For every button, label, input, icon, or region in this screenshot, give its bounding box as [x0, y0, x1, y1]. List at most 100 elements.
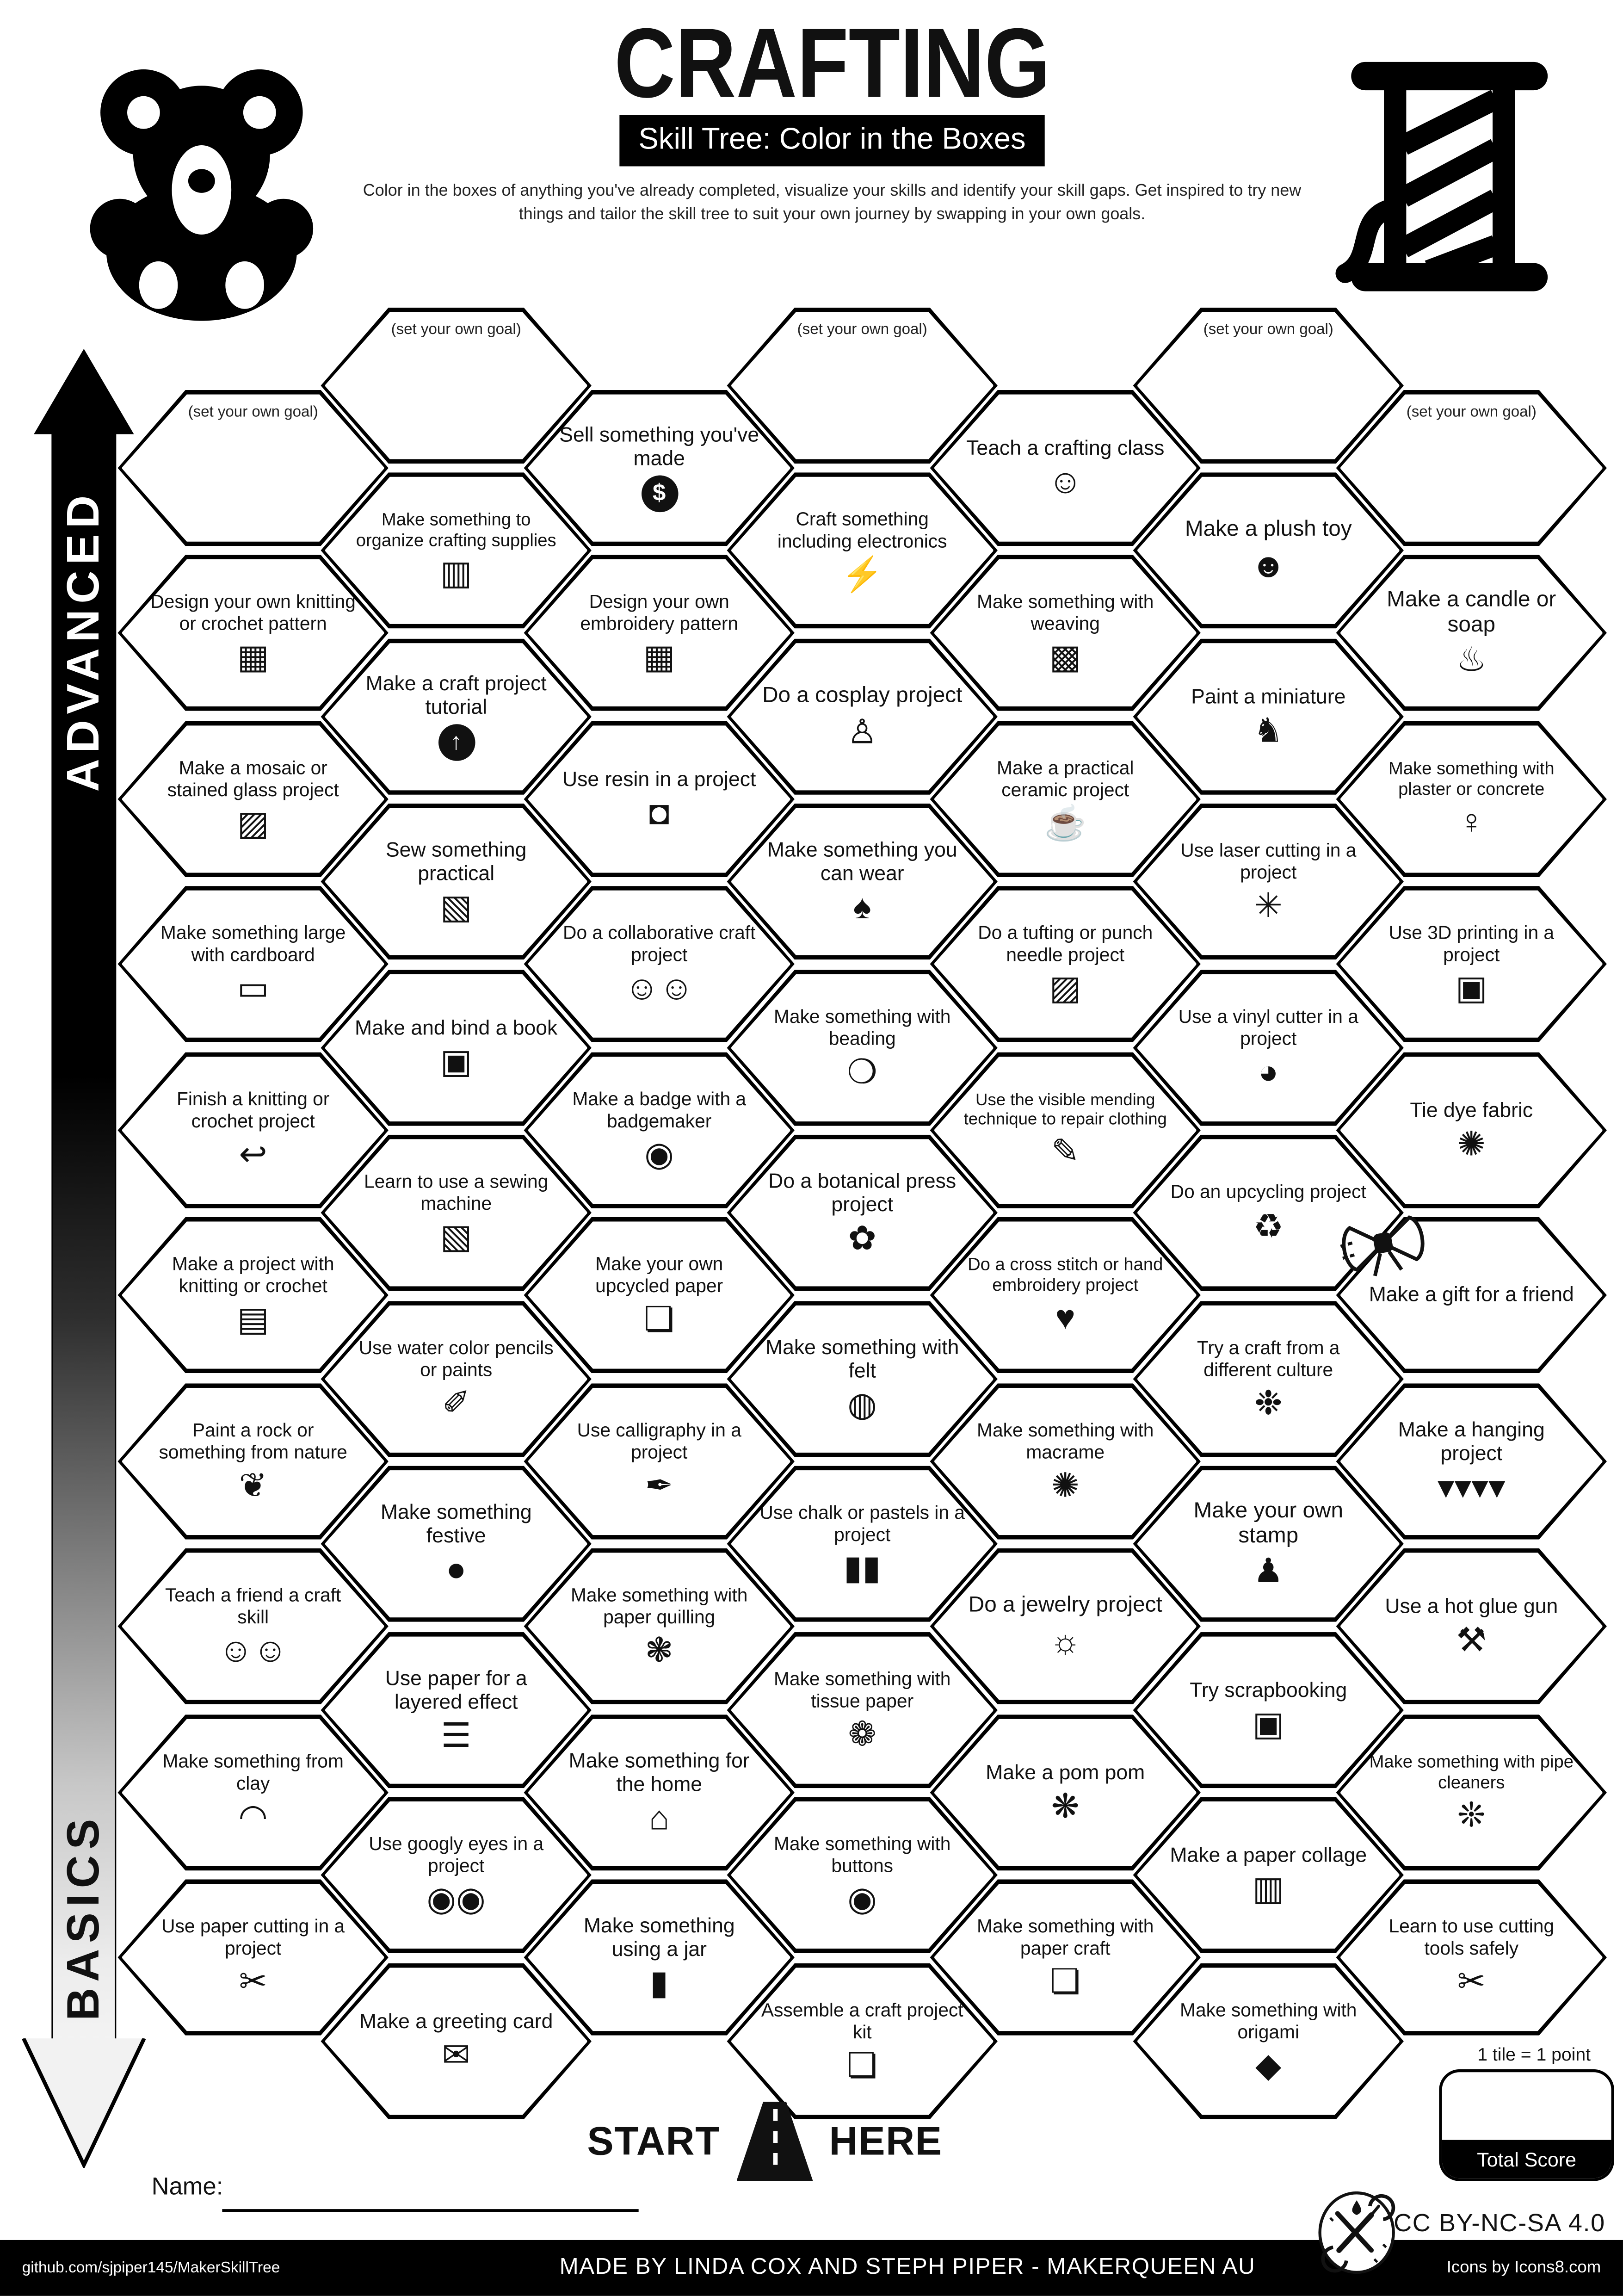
description-text: Color in the boxes of anything you've al…	[363, 182, 1302, 224]
hex-tile-tufting[interactable]: Do a tufting or punch needle project ▨	[930, 886, 1201, 1042]
hat-icon: ♠	[853, 887, 871, 926]
hex-tile-surface: Craft something including electronics ⚡	[730, 476, 994, 625]
hex-tile-surface: Do a cosplay project ♙	[730, 642, 994, 791]
hex-tile-surface: Use calligraphy in a project ✒	[527, 1387, 791, 1536]
page-title: CRAFTING	[614, 8, 1050, 118]
hex-label: Make a gift for a friend	[1369, 1282, 1574, 1306]
hex-tile-surface: Make your own stamp ♟	[1136, 1469, 1400, 1618]
hex-label: Make something with weaving	[977, 590, 1154, 634]
upload-arrow-icon: ↑	[438, 724, 475, 761]
hex-label: Sell something you've made	[559, 422, 759, 469]
flower-icon: ✿	[848, 1219, 876, 1257]
hex-tile-surface: Make something you can wear ♠	[730, 807, 994, 956]
layered-paper-icon: ☰	[441, 1716, 472, 1755]
pattern-swatch-icon: ▦	[237, 637, 269, 675]
hex-tile-surface: Sell something you've made $	[527, 394, 791, 543]
mosaic-tile-icon: ▨	[237, 803, 269, 842]
hex-tile-surface: Make and bind a book ▣	[324, 973, 588, 1122]
hex-label: Make a craft project tutorial	[365, 671, 547, 718]
hex-tile-surface: Make something from clay ◠	[121, 1718, 385, 1867]
hex-label: Do a cosplay project	[762, 683, 963, 708]
hex-label: Use chalk or pastels in a project	[759, 1501, 965, 1545]
mandala-icon: ❉	[1254, 1383, 1283, 1422]
score-entry-space[interactable]	[1442, 2072, 1611, 2140]
hex-label: Do a cross stitch or hand embroidery pro…	[968, 1254, 1163, 1294]
hex-label: Make a hanging project	[1398, 1417, 1545, 1464]
hex-label: Do a botanical press project	[768, 1168, 957, 1215]
glue-gun-icon: ⚒	[1456, 1621, 1487, 1659]
craft-knife-icon: ✂	[1457, 1962, 1486, 2000]
name-input-line[interactable]	[222, 2209, 639, 2213]
hex-tile-surface: Make a craft project tutorial ↑	[324, 642, 588, 791]
statue-icon: ♀	[1458, 802, 1484, 841]
presenter-icon: ☺	[1048, 462, 1083, 501]
hex-label: Use paper cutting in a project	[161, 1915, 345, 1958]
hex-tile-goal-c[interactable]: (set your own goal)	[727, 307, 998, 464]
hex-tile-goal-a[interactable]: (set your own goal)	[117, 390, 389, 546]
maker-tools-badge-icon	[1318, 2191, 1395, 2274]
needle-thread-icon: ✎	[1051, 1132, 1080, 1171]
sun-rays-icon: ☼	[1049, 1621, 1081, 1660]
hex-tile-surface: Make something using a jar ▮	[527, 1883, 791, 2032]
craft-knife-icon: ✂	[239, 1962, 267, 2000]
total-score-box[interactable]: Total Score	[1439, 2069, 1614, 2181]
money-bag-icon: $	[641, 476, 678, 513]
pom-pom-icon: ❋	[1051, 1787, 1080, 1826]
hex-tile-surface: Do a jewelry project ☼	[933, 1552, 1197, 1701]
felt-roll-icon: ◍	[847, 1385, 877, 1423]
hex-label: Make a mosaic or stained glass project	[167, 756, 339, 800]
hex-label: Craft something including electronics	[777, 508, 947, 551]
hex-label: Make your own stamp	[1193, 1498, 1344, 1548]
hex-tile-embroidery-pattern[interactable]: Design your own embroidery pattern ▦	[524, 555, 795, 711]
hex-label: Learn to use a sewing machine	[364, 1170, 549, 1213]
hex-label: Make something with tissue paper	[774, 1667, 951, 1711]
footer-icons-credit[interactable]: Icons by Icons8.com	[1446, 2259, 1601, 2277]
goal-placeholder-label: (set your own goal)	[188, 404, 318, 421]
hex-label: Make something with paper quilling	[570, 1584, 748, 1627]
hex-tile-paint-rock[interactable]: Paint a rock or something from nature ❦	[117, 1383, 389, 1540]
chalk-sticks-icon: ▮▮	[843, 1548, 881, 1586]
hex-label: Teach a crafting class	[966, 435, 1165, 459]
rubber-stamp-icon: ♟	[1253, 1552, 1284, 1590]
footer-repo-link[interactable]: github.com/sjpiper145/MakerSkillTree	[22, 2259, 280, 2277]
hex-label: Finish a knitting or crochet project	[177, 1088, 330, 1131]
hex-tile-surface: Learn to use cutting tools safely ✂	[1339, 1883, 1603, 2032]
hex-tile-surface: Make something with pipe cleaners ❊	[1339, 1718, 1603, 1867]
hex-tile-greeting-card[interactable]: Make a greeting card ✉	[321, 1963, 592, 2120]
hex-label: Make something with origami	[1180, 1999, 1357, 2042]
hex-tile-surface: Sew something practical ▧	[324, 807, 588, 956]
hex-label: Use googly eyes in a project	[369, 1832, 544, 1876]
hex-tile-surface: Paint a miniature ♞	[1136, 642, 1400, 791]
hex-label: Make something festive	[380, 1499, 532, 1546]
paint-bucket-icon: ◘	[649, 793, 670, 832]
hex-tile-surface: Use paper for a layered effect ☰	[324, 1636, 588, 1785]
hex-label: Make a practical ceramic project	[997, 756, 1134, 800]
peeled-sticker-icon: ◕	[1258, 1052, 1279, 1090]
hex-tile-electronics[interactable]: Craft something including electronics ⚡	[727, 472, 998, 629]
led-bolt-icon: ⚡	[841, 554, 883, 593]
hex-tile-surface: (set your own goal)	[1136, 311, 1400, 460]
hex-label: Make something with felt	[765, 1334, 959, 1381]
stacked-paper-icon: ❏	[847, 2045, 878, 2084]
rug-icon: ▨	[1049, 968, 1081, 1007]
start-here: START HERE	[587, 2101, 942, 2181]
hex-tile-badgemaker[interactable]: Make a badge with a badgemaker ◉	[524, 1052, 795, 1208]
quilling-spiral-icon: ❃	[645, 1630, 673, 1669]
hex-tile-surface: Make your own upcycled paper ❏	[527, 1221, 791, 1369]
laser-burst-icon: ✳	[1254, 885, 1283, 924]
hex-tile-surface: Make a practical ceramic project ☕	[933, 725, 1197, 873]
hex-tile-surface: Use the visible mending technique to rep…	[933, 1056, 1197, 1205]
hex-tile-knit-project[interactable]: Make a project with knitting or crochet ▤	[117, 1217, 389, 1374]
hex-tile-surface: Make a hanging project ▾▾▾▾	[1339, 1387, 1603, 1536]
bunting-icon: ▾▾▾▾	[1437, 1467, 1506, 1506]
hex-tile-surface: Design your own embroidery pattern ▦	[527, 558, 791, 707]
hex-label: Do a jewelry project	[968, 1592, 1162, 1618]
stitched-heart-icon: ♥	[1055, 1298, 1075, 1337]
goal-placeholder-label: (set your own goal)	[1406, 404, 1537, 421]
hex-tile-surface: Use chalk or pastels in a project ▮▮	[730, 1469, 994, 1618]
hex-tile-craft-kit[interactable]: Assemble a craft project kit ❏	[727, 1963, 998, 2120]
hex-label: Use a hot glue gun	[1385, 1593, 1558, 1617]
hex-tile-surface: Do a cross stitch or hand embroidery pro…	[933, 1221, 1197, 1369]
